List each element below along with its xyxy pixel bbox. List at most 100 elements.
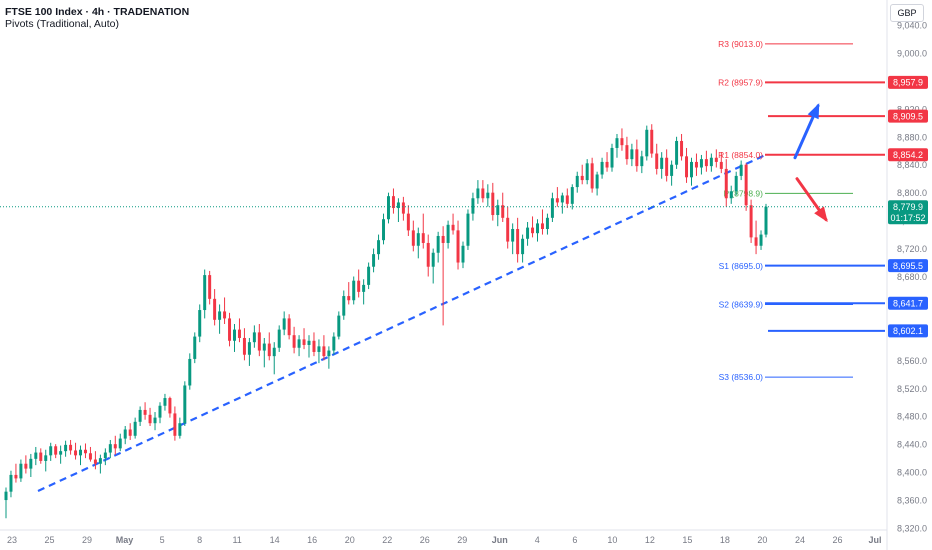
candle-body <box>640 156 644 167</box>
candle-body <box>88 453 92 460</box>
ascending-trendline <box>37 154 765 492</box>
pivot-level-label: S1 (8695.0) <box>719 261 764 271</box>
candle-body <box>645 129 649 157</box>
price-badge <box>888 259 928 273</box>
candle-body <box>297 339 301 348</box>
candle-body <box>555 198 559 203</box>
candle-body <box>183 385 187 424</box>
candle-body <box>521 238 525 255</box>
candle-body <box>501 205 505 218</box>
candle-body <box>625 145 629 160</box>
time-axis[interactable]: 23 25 29 May 5 8 11 14 16 20 22 26 29 Jun 4 6 10 12 15 18 20… <box>0 529 887 545</box>
price-badge <box>888 109 928 123</box>
candle-body <box>680 140 684 157</box>
candle-body <box>560 195 564 203</box>
symbol-title[interactable]: FTSE 100 Index · 4h · TRADENATION <box>5 6 190 18</box>
candle-body <box>401 202 405 214</box>
price-tick-label: 8,480.0 <box>897 412 927 422</box>
candle-body <box>744 164 748 206</box>
time-tick-label: 16 <box>307 535 317 545</box>
candle-body <box>49 446 53 456</box>
time-tick-label: 10 <box>607 535 617 545</box>
candle-body <box>267 343 271 357</box>
price-tick-label: 8,440.0 <box>897 440 927 450</box>
price-badges: 8,957.9 8,909.5 8,854.2 8,695.5 8,641.7 8,602… <box>888 75 928 338</box>
candle-body <box>516 228 520 255</box>
candle-body <box>113 444 117 449</box>
trendline[interactable] <box>37 154 765 492</box>
candle-body <box>208 275 212 299</box>
candle-body <box>173 413 177 436</box>
candle-body <box>133 421 137 436</box>
candle-body <box>59 451 63 455</box>
candle-body <box>193 336 197 359</box>
pivots-indicator-label[interactable]: Pivots (Traditional, Auto) <box>5 18 119 30</box>
candle-body <box>29 458 33 469</box>
candle-body <box>411 230 415 246</box>
time-tick-label: 18 <box>720 535 730 545</box>
price-badge <box>888 324 928 338</box>
time-tick-label: 4 <box>535 535 540 545</box>
candle-body <box>123 429 127 439</box>
candle-body <box>158 405 162 418</box>
candle-body <box>372 254 376 267</box>
time-tick-label: 6 <box>572 535 577 545</box>
candle-body <box>312 340 316 352</box>
candle-body <box>396 202 400 209</box>
candle-body <box>337 315 341 337</box>
candle-body <box>203 275 207 311</box>
price-badge <box>888 75 928 89</box>
candle-body <box>302 339 306 345</box>
candle-body <box>233 329 236 341</box>
time-tick-label: 26 <box>420 535 430 545</box>
price-badge <box>888 148 928 162</box>
pivot-level-label: R3 (9013.0) <box>718 39 763 49</box>
bar-countdown: 01:17:52 <box>890 213 925 223</box>
price-badge-label: 8,695.5 <box>893 261 923 271</box>
candle-body <box>491 192 495 216</box>
candle-body <box>709 157 713 167</box>
price-candles <box>0 124 885 519</box>
candle-body <box>44 455 48 461</box>
candle-body <box>252 332 256 343</box>
candle-body <box>526 227 530 239</box>
time-tick-label: 29 <box>457 535 467 545</box>
candle-body <box>615 138 619 148</box>
horizontal-levels[interactable] <box>765 81 885 332</box>
candle-body <box>675 140 679 165</box>
time-tick-label: Jun <box>492 535 508 545</box>
candle-body <box>580 175 584 181</box>
candle-body <box>630 149 634 160</box>
candle-body <box>188 358 192 386</box>
pivot-level-label: R2 (8957.9) <box>718 77 763 87</box>
candle-body <box>431 252 435 267</box>
candle-body <box>9 474 13 492</box>
candle-body <box>257 332 261 351</box>
pivot-level-label: S2 (8639.9) <box>719 300 764 310</box>
pivot-level-label: S3 (8536.0) <box>719 372 764 382</box>
candle-body <box>670 164 674 176</box>
candle-body <box>481 188 485 199</box>
candle-body <box>382 219 386 241</box>
candle-body <box>327 350 331 357</box>
candle-body <box>545 217 549 229</box>
price-tick-label: 8,840.0 <box>897 160 927 170</box>
pivot-level-label: P (8798.9) <box>723 188 763 198</box>
candle-body <box>724 168 728 199</box>
pivot-level-label: R1 (8854.0) <box>718 150 763 160</box>
projection-arrows[interactable] <box>793 103 828 223</box>
candle-body <box>540 223 544 229</box>
price-tick-label: 8,320.0 <box>897 524 927 534</box>
candle-body <box>228 318 232 341</box>
candle-body <box>660 157 664 169</box>
candle-body <box>24 463 28 469</box>
price-badge <box>888 296 928 310</box>
candle-body <box>237 329 241 338</box>
candle-body <box>665 157 669 176</box>
candle-body <box>143 409 147 415</box>
currency-selector[interactable]: GBP <box>890 4 924 22</box>
candle-body <box>148 414 152 424</box>
candle-body <box>600 161 604 175</box>
candle-body <box>362 284 366 292</box>
